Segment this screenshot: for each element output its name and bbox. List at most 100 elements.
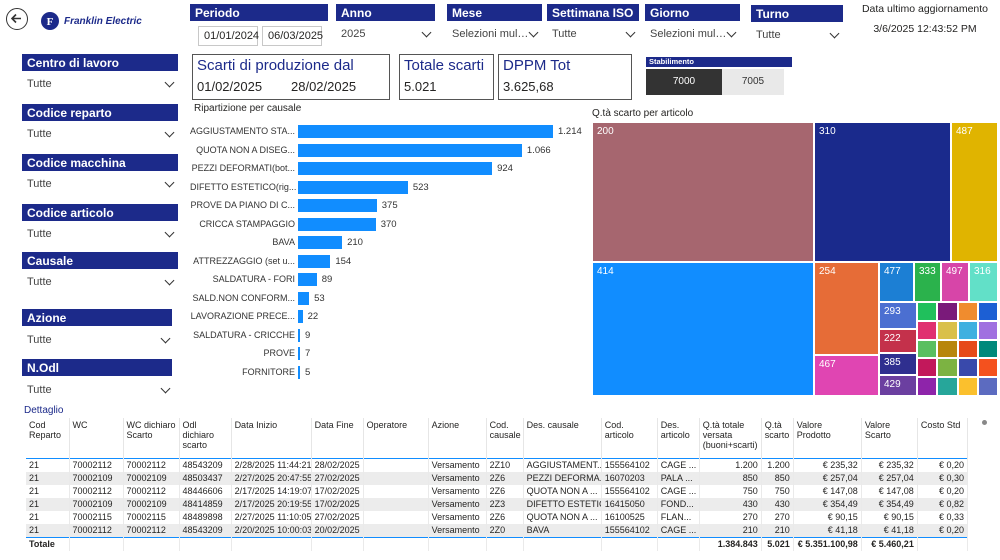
table-cell: Versamento [428,523,487,537]
stabilimento-option-7000[interactable]: 7000 [646,69,722,95]
treemap-tile-small[interactable] [917,302,938,321]
column-header[interactable]: Odl dichiaro scarto [179,418,232,458]
stabilimento-option-7005[interactable]: 7005 [722,69,784,95]
settimana-value: Tutte [552,28,577,40]
codice-reparto-dropdown[interactable]: Tutte [22,124,178,144]
treemap-tile[interactable]: 254 [814,262,879,355]
treemap-tile-small[interactable] [917,377,938,396]
chevron-down-icon [726,27,737,37]
column-header[interactable]: Data Fine [311,418,364,458]
column-header[interactable]: Des. causale [523,418,602,458]
treemap-tile-small[interactable] [957,320,978,340]
bar[interactable] [298,143,522,157]
column-header[interactable]: Costo Std [917,418,968,458]
bar[interactable] [298,254,331,268]
treemap-tile[interactable]: 293 [878,302,917,329]
treemap-tile[interactable]: 200 [592,122,814,262]
column-header[interactable]: Cod. causale [486,418,524,458]
column-header[interactable]: Cod Reparto [26,418,70,458]
column-header[interactable]: WC [69,418,124,458]
bar[interactable] [298,310,303,323]
treemap-tile[interactable]: 316 [969,262,998,302]
bar[interactable] [298,217,376,231]
treemap-tile[interactable]: 222 [878,329,917,353]
table-row[interactable]: 21 70002112 70002112 48543209 2/28/2025 11:4… [26,458,968,472]
treemap-tile-small[interactable] [977,377,998,396]
bar-value-label: 53 [314,292,325,304]
codice-articolo-dropdown[interactable]: Tutte [22,224,178,244]
column-header[interactable]: Operatore [363,418,429,458]
treemap-tile[interactable]: 467 [814,355,879,396]
bar[interactable] [298,199,377,212]
table-row[interactable]: 21 70002112 70002112 48543209 2/20/2025 10:0… [26,523,968,537]
table-row[interactable]: 21 70002112 70002112 48446606 2/17/2025 14:1… [26,484,968,498]
dropdown-value: Tutte [27,78,52,90]
treemap-tile[interactable]: 333 [914,262,941,302]
treemap-tile[interactable]: 310 [814,122,951,262]
scrollbar-thumb[interactable] [982,420,987,425]
column-header[interactable]: Q.tà totale versata (buoni+scarti) [699,418,762,458]
treemap-tile[interactable]: 385 [878,353,917,375]
bar[interactable] [298,347,300,360]
treemap-tile[interactable]: 487 [951,122,998,262]
bar[interactable] [298,162,493,175]
treemap-tile-small[interactable] [917,320,938,340]
treemap-tile-small[interactable] [917,358,938,378]
turno-dropdown[interactable]: Tutte [751,25,843,45]
centro-lavoro-dropdown[interactable]: Tutte [22,74,178,94]
treemap-tile-small[interactable] [957,302,978,321]
treemap-tile-small[interactable] [977,320,998,340]
codice-macchina-dropdown[interactable]: Tutte [22,174,178,194]
table-cell: PALA ... [657,471,700,485]
bar[interactable] [298,236,343,249]
treemap-tile-small[interactable] [957,358,978,378]
bar[interactable] [298,365,300,379]
back-button[interactable] [6,8,28,30]
settimana-dropdown[interactable]: Tutte [547,24,639,44]
anno-dropdown[interactable]: 2025 [336,24,435,44]
treemap-tile[interactable]: 497 [941,262,969,302]
column-header[interactable]: WC dichiaro Scarto [123,418,180,458]
column-header[interactable]: Valore Scarto [861,418,918,458]
bar[interactable] [298,125,553,138]
nodl-dropdown[interactable]: Tutte [22,380,174,400]
treemap-tile-small[interactable] [977,339,998,359]
column-header[interactable]: Data Inizio [231,418,312,458]
treemap-tile-small[interactable] [957,339,978,359]
treemap-tile-small[interactable] [937,358,958,378]
bar-category-label: BAVA [272,237,295,247]
table-cell: 16415050 [601,497,658,511]
treemap-tile-small[interactable] [977,302,998,321]
table-cell: 21 [26,497,70,511]
treemap-tile-small[interactable] [977,358,998,378]
column-header[interactable]: Azione [428,418,487,458]
azione-dropdown[interactable]: Tutte [22,330,174,350]
treemap-tile-small[interactable] [937,320,958,340]
treemap-tile-small[interactable] [937,339,958,359]
bar[interactable] [298,328,300,342]
table-row[interactable]: 21 70002109 70002109 48414859 2/17/2025 20:1… [26,497,968,511]
periodo-to-input[interactable]: 06/03/2025 [262,26,323,46]
column-header[interactable]: Cod. articolo [601,418,658,458]
mese-dropdown[interactable]: Selezioni multi... [447,24,542,44]
treemap-tile-small[interactable] [917,339,938,359]
causale-dropdown[interactable]: Tutte [22,272,178,292]
treemap-tile-small[interactable] [957,377,978,396]
table-cell: 48414859 [179,497,232,511]
treemap-tile-small[interactable] [937,302,958,321]
treemap-tile[interactable]: 414 [592,262,814,396]
periodo-from-input[interactable]: 01/01/2024 [198,26,259,46]
table-row[interactable]: 21 70002115 70002115 48489898 2/27/2025 11:1… [26,510,968,524]
bar[interactable] [298,180,408,194]
giorno-dropdown[interactable]: Selezioni multi... [645,24,740,44]
treemap-tile[interactable]: 477 [878,262,914,302]
treemap-tile-small[interactable] [937,377,958,396]
bar[interactable] [298,273,317,286]
table-cell: 17/02/2025 [311,497,364,511]
bar[interactable] [298,291,310,305]
column-header[interactable]: Des. articolo [657,418,700,458]
column-header[interactable]: Valore Prodotto [793,418,862,458]
column-header[interactable]: Q.tà scarto [761,418,794,458]
table-row[interactable]: 21 70002109 70002109 48503437 2/27/2025 20:4… [26,471,968,485]
treemap-tile[interactable]: 429 [878,375,917,396]
